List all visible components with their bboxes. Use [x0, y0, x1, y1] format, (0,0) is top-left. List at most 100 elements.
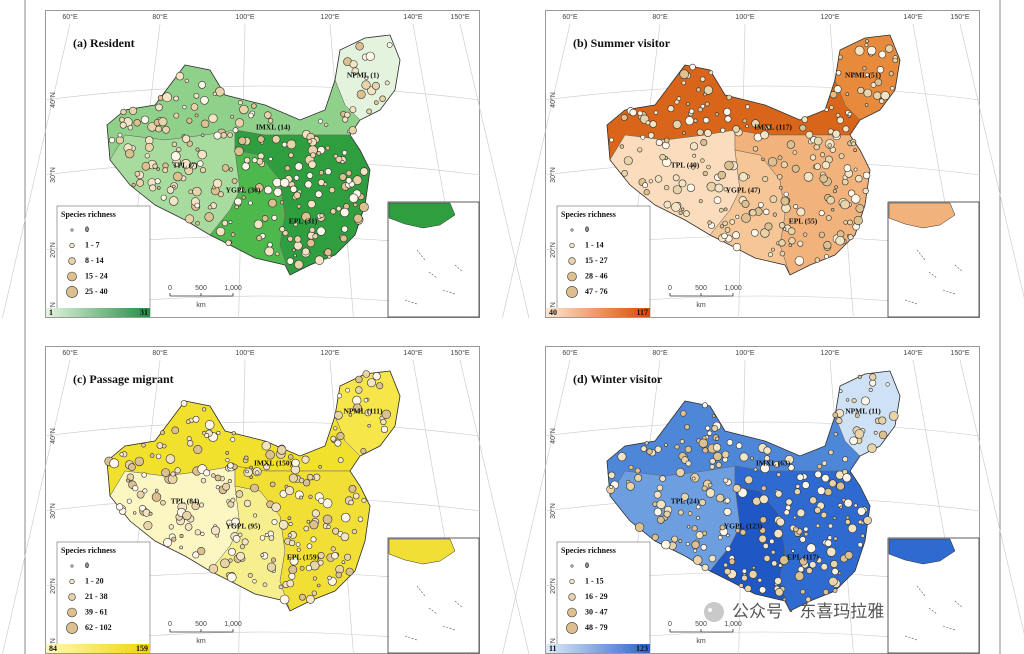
- survey-site: [722, 220, 728, 227]
- survey-site: [352, 403, 363, 413]
- legend-label: 28 - 46: [585, 271, 608, 280]
- survey-site: [144, 142, 154, 152]
- survey-site: [234, 197, 242, 206]
- survey-site: [286, 257, 294, 265]
- survey-site: [381, 409, 391, 420]
- legend-symbol: [569, 578, 575, 585]
- survey-site: [348, 193, 359, 203]
- survey-site: [314, 255, 325, 265]
- survey-site: [307, 200, 316, 209]
- survey-site: [278, 520, 289, 530]
- survey-site: [830, 560, 838, 568]
- survey-site: [165, 454, 176, 464]
- inset-land: [388, 538, 456, 565]
- region-label: EPL (117): [787, 553, 819, 562]
- region-label: TPL (40): [671, 161, 700, 170]
- scale-label: 1,000: [224, 621, 242, 628]
- survey-site: [684, 445, 692, 453]
- survey-site: [245, 469, 249, 474]
- survey-site: [155, 125, 162, 133]
- region-label: IMXL (117): [754, 123, 792, 132]
- survey-site: [880, 90, 890, 101]
- survey-site: [672, 185, 682, 195]
- survey-site: [204, 420, 215, 430]
- survey-site: [119, 116, 125, 123]
- scale-label: 1,000: [724, 621, 742, 628]
- survey-site: [701, 485, 708, 492]
- survey-site: [761, 157, 765, 162]
- survey-site: [216, 226, 226, 237]
- survey-site: [279, 226, 286, 233]
- scale-label: 0: [168, 621, 172, 628]
- survey-site: [170, 471, 176, 477]
- colorbar-min: 1: [49, 308, 53, 317]
- survey-site: [704, 101, 710, 107]
- scale-unit: km: [196, 638, 206, 645]
- survey-site: [317, 118, 323, 124]
- survey-site: [847, 523, 858, 533]
- survey-site: [699, 498, 706, 506]
- survey-site: [372, 372, 381, 381]
- survey-site: [672, 120, 682, 129]
- survey-site: [351, 67, 359, 75]
- survey-site: [251, 157, 258, 163]
- survey-site: [316, 226, 326, 236]
- survey-site: [818, 231, 826, 238]
- survey-site: [340, 160, 345, 165]
- survey-site: [608, 471, 616, 479]
- survey-site: [232, 127, 239, 134]
- survey-site: [772, 212, 777, 217]
- survey-site: [659, 153, 666, 161]
- survey-site: [287, 516, 292, 520]
- lon-label: 150°E: [950, 349, 969, 357]
- legend-label: 1 - 7: [85, 240, 100, 249]
- survey-site: [799, 124, 807, 132]
- survey-site: [698, 199, 703, 204]
- survey-site: [843, 164, 852, 172]
- parallel: [544, 85, 981, 101]
- survey-site: [714, 183, 724, 193]
- survey-site: [648, 179, 653, 184]
- survey-site: [301, 247, 310, 256]
- survey-site: [141, 162, 151, 171]
- survey-site: [182, 104, 187, 110]
- survey-site: [685, 541, 690, 546]
- survey-site: [647, 132, 655, 139]
- survey-site: [759, 494, 769, 504]
- survey-site: [741, 213, 751, 223]
- legend-symbol: [570, 228, 574, 232]
- survey-site: [695, 504, 701, 510]
- survey-site: [293, 175, 300, 181]
- scale-label: 500: [695, 285, 707, 292]
- survey-site: [701, 563, 709, 572]
- legend-label: 15 - 27: [585, 256, 608, 265]
- survey-site: [337, 393, 343, 399]
- survey-site: [723, 187, 728, 192]
- survey-site: [684, 424, 690, 430]
- survey-site: [230, 497, 236, 503]
- survey-site: [289, 556, 299, 566]
- inset-island: [416, 585, 426, 597]
- survey-site: [680, 410, 687, 417]
- survey-site: [264, 533, 269, 538]
- survey-site: [857, 374, 862, 379]
- survey-site: [820, 563, 828, 571]
- survey-site: [782, 597, 787, 602]
- lon-label: 80°E: [152, 349, 168, 357]
- survey-site: [706, 164, 711, 170]
- survey-site: [715, 493, 725, 503]
- legend-symbol: [67, 271, 77, 282]
- survey-site: [868, 387, 873, 392]
- survey-site: [307, 138, 313, 144]
- meridian: [459, 23, 530, 319]
- survey-site: [251, 103, 257, 109]
- survey-site: [133, 119, 141, 127]
- survey-site: [785, 498, 793, 506]
- survey-site: [646, 448, 653, 455]
- survey-site: [161, 468, 170, 477]
- survey-site: [356, 89, 366, 99]
- survey-site: [821, 474, 830, 483]
- survey-site: [115, 136, 124, 145]
- survey-site: [361, 80, 371, 90]
- survey-site: [280, 178, 290, 188]
